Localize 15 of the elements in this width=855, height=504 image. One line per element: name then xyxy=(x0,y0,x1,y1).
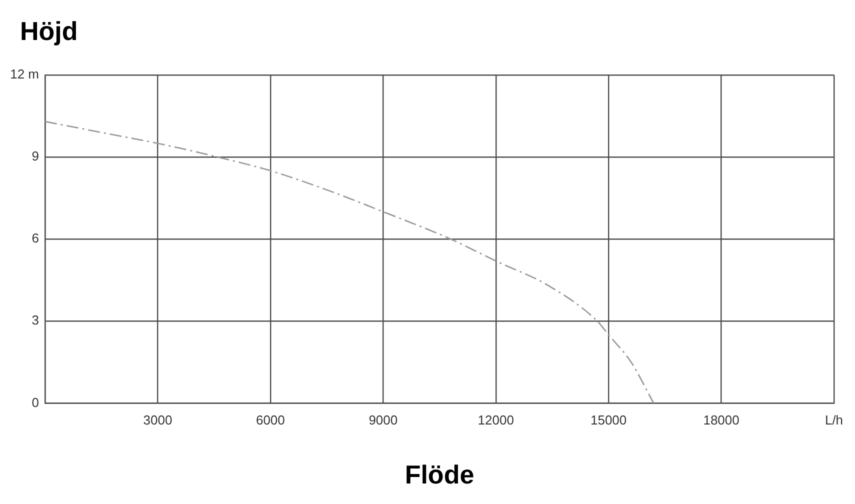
x-axis-title: Flöde xyxy=(404,460,474,490)
y-tick-label: 12 m xyxy=(10,66,39,82)
line-series xyxy=(45,120,654,404)
y-axis-title: Höjd xyxy=(20,16,78,46)
x-tick-label: 9000 xyxy=(368,412,398,428)
y-tick-label: 9 xyxy=(32,148,39,164)
x-tick-label: 6000 xyxy=(256,412,285,428)
y-tick-label: 0 xyxy=(32,394,39,410)
x-tick-label: 12000 xyxy=(478,412,514,428)
x-tick-label: 18000 xyxy=(703,412,740,428)
x-tick-label: 15000 xyxy=(590,412,627,428)
y-tick-label: 3 xyxy=(32,312,39,328)
y-tick-label: 6 xyxy=(32,230,39,246)
x-tick-label: L/h xyxy=(824,412,844,428)
x-tick-label: 3000 xyxy=(143,412,172,428)
